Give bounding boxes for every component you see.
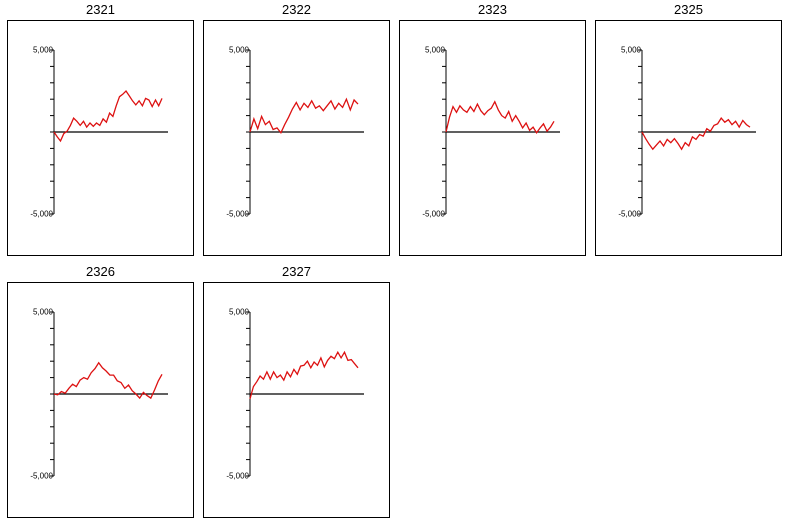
y-tick-label: -5,000 <box>618 210 641 219</box>
chart-frame <box>7 282 194 518</box>
chart-panel: 2323 5,000 -5,000 <box>399 2 586 256</box>
chart-frame <box>203 282 390 518</box>
chart-panel: 2326 5,000 -5,000 <box>7 264 194 518</box>
y-tick-label: -5,000 <box>422 210 445 219</box>
chart-panel: 2325 5,000 -5,000 <box>595 2 782 256</box>
chart-plot: 5,000 -5,000 <box>30 46 168 219</box>
chart-title: 2321 <box>86 2 115 17</box>
chart-frame <box>7 20 194 256</box>
y-tick-label: -5,000 <box>226 210 249 219</box>
y-tick-label: -5,000 <box>30 472 53 481</box>
y-tick-label: 5,000 <box>33 308 54 317</box>
y-tick-label: 5,000 <box>621 46 642 55</box>
chart-plot: 5,000 -5,000 <box>30 308 168 481</box>
y-tick-label: 5,000 <box>425 46 446 55</box>
chart-plot: 5,000 -5,000 <box>226 46 364 219</box>
chart-frame <box>203 20 390 256</box>
chart-plot: 5,000 -5,000 <box>226 308 364 481</box>
chart-panel: 2322 5,000 -5,000 <box>203 2 390 256</box>
series-line <box>249 350 359 400</box>
chart-title: 2327 <box>282 264 311 279</box>
y-tick-label: -5,000 <box>226 472 249 481</box>
chart-frame <box>595 20 782 256</box>
y-tick-label: 5,000 <box>229 308 250 317</box>
series-line <box>53 89 163 143</box>
chart-title: 2325 <box>674 2 703 17</box>
series-line <box>641 117 751 151</box>
chart-title: 2322 <box>282 2 311 17</box>
y-tick-label: 5,000 <box>229 46 250 55</box>
chart-plot: 5,000 -5,000 <box>422 46 560 219</box>
series-line <box>445 100 555 134</box>
chart-plot: 5,000 -5,000 <box>618 46 756 219</box>
y-tick-label: -5,000 <box>30 210 53 219</box>
series-line <box>249 97 359 135</box>
y-tick-label: 5,000 <box>33 46 54 55</box>
series-line <box>53 361 163 400</box>
chart-panel: 2321 5,000 -5,000 <box>7 2 194 256</box>
chart-title: 2323 <box>478 2 507 17</box>
chart-title: 2326 <box>86 264 115 279</box>
chart-panel: 2327 5,000 -5,000 <box>203 264 390 518</box>
chart-frame <box>399 20 586 256</box>
